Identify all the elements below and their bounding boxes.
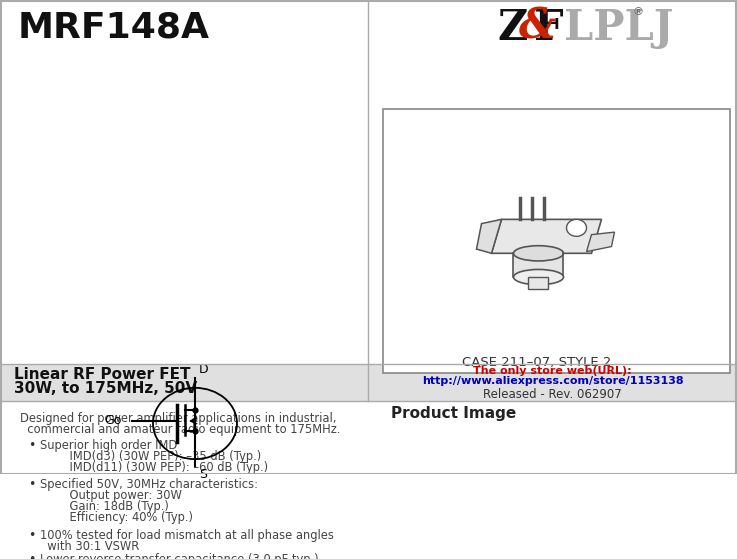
Text: D: D <box>199 363 209 376</box>
Text: 100% tested for load mismatch at all phase angles: 100% tested for load mismatch at all pha… <box>40 529 334 542</box>
Circle shape <box>567 219 587 236</box>
Bar <box>383 110 730 372</box>
Text: •: • <box>28 553 35 559</box>
Text: Lower reverse transfer capacitance (3.0 pF typ.): Lower reverse transfer capacitance (3.0 … <box>40 553 318 559</box>
Text: Released - Rev. 062907: Released - Rev. 062907 <box>483 388 622 401</box>
Text: Efficiency: 40% (Typ.): Efficiency: 40% (Typ.) <box>55 511 193 524</box>
Text: Go: Go <box>105 414 122 427</box>
Text: IMD(d11) (30W PEP): –60 dB (Typ.): IMD(d11) (30W PEP): –60 dB (Typ.) <box>55 461 268 474</box>
Text: F: F <box>534 7 564 49</box>
Text: •: • <box>28 529 35 542</box>
Text: Superior high order IMD: Superior high order IMD <box>40 439 178 452</box>
Text: •: • <box>28 439 35 452</box>
Text: •: • <box>28 478 35 491</box>
Text: Z: Z <box>497 7 528 49</box>
Text: http://www.aliexpress.com/store/1153138: http://www.aliexpress.com/store/1153138 <box>422 376 683 386</box>
Text: &: & <box>519 5 556 47</box>
Text: commercial and amateur radio equipment to 175MHz.: commercial and amateur radio equipment t… <box>20 424 340 437</box>
Text: Specified 50V, 30MHz characteristics:: Specified 50V, 30MHz characteristics: <box>40 478 258 491</box>
Text: The only store web(URL):: The only store web(URL): <box>473 366 632 376</box>
Text: with 30:1 VSWR: with 30:1 VSWR <box>40 540 139 553</box>
Bar <box>528 277 548 289</box>
Polygon shape <box>477 219 501 253</box>
Ellipse shape <box>514 246 564 261</box>
Text: 30W, to 175MHz, 50V: 30W, to 175MHz, 50V <box>14 381 197 396</box>
Text: S: S <box>199 467 207 481</box>
Text: Product Image: Product Image <box>391 406 516 421</box>
Text: CASE 211–07, STYLE 2: CASE 211–07, STYLE 2 <box>462 356 611 368</box>
Text: Gain: 18dB (Typ.): Gain: 18dB (Typ.) <box>55 500 169 513</box>
Text: Designed for power amplifier applications in industrial,: Designed for power amplifier application… <box>20 413 336 425</box>
Polygon shape <box>587 232 615 252</box>
Text: Linear RF Power FET: Linear RF Power FET <box>14 367 190 382</box>
Text: MRF148A: MRF148A <box>18 10 210 44</box>
Text: Output power: 30W: Output power: 30W <box>55 489 182 502</box>
Text: ®: ® <box>632 7 643 17</box>
Polygon shape <box>492 219 601 253</box>
Text: IMD(d3) (30W PEP): –35 dB (Typ.): IMD(d3) (30W PEP): –35 dB (Typ.) <box>55 450 261 463</box>
Ellipse shape <box>514 269 564 285</box>
Bar <box>1 364 736 401</box>
Text: LPLJ: LPLJ <box>565 7 674 49</box>
Bar <box>514 253 564 277</box>
